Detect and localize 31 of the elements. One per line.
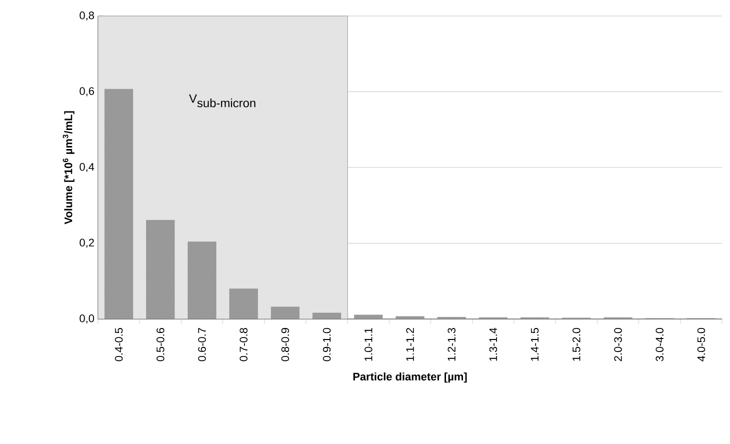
bar <box>270 306 300 320</box>
y-tick-label: 0,6 <box>80 87 94 96</box>
x-tick-label: 0.4-0.5 <box>114 328 123 362</box>
x-tick-label: 0.7-0.8 <box>240 328 248 362</box>
bar <box>104 88 134 320</box>
x-tick-label: 0.6-0.7 <box>198 328 206 362</box>
x-tick-label: 0.8-0.9 <box>281 328 290 362</box>
x-tick-label: 3.0-4.0 <box>656 328 664 362</box>
y-tick-label: 0,8 <box>80 11 94 21</box>
y-axis-title: Volume [*10$^{6}$ µm$^{3}$/mL] <box>62 111 74 224</box>
x-tick-label: 1.5-2.0 <box>572 328 580 361</box>
bar <box>312 312 342 320</box>
bar <box>229 288 258 320</box>
bar <box>396 316 424 320</box>
bar <box>354 314 383 320</box>
band-label: $\textrm{V}_{\textrm{sub-micron}}$ <box>189 94 256 108</box>
x-axis-title: Particle diameter [µm] <box>353 372 467 383</box>
y-tick-label: 0,2 <box>80 238 94 248</box>
x-tick-label: 1.3-1.4 <box>489 328 498 361</box>
x-tick-label: 4.0-5.0 <box>697 328 706 362</box>
x-tick-label: 1.1-1.2 <box>406 328 414 361</box>
x-tick-label: 0.5-0.6 <box>156 328 164 362</box>
bar <box>146 220 175 320</box>
y-tick-label: 0,0 <box>80 314 94 324</box>
y-tick-label: 0,4 <box>80 162 94 172</box>
x-tick-label: 1.0-1.1 <box>364 328 372 361</box>
x-tick-label: 1.2-1.3 <box>448 328 456 361</box>
x-tick-label: 0.9-1.0 <box>322 328 331 362</box>
x-tick-label: 1.4-1.5 <box>530 328 539 361</box>
x-tick-label: 2.0-3.0 <box>614 328 622 362</box>
bar <box>188 242 216 320</box>
